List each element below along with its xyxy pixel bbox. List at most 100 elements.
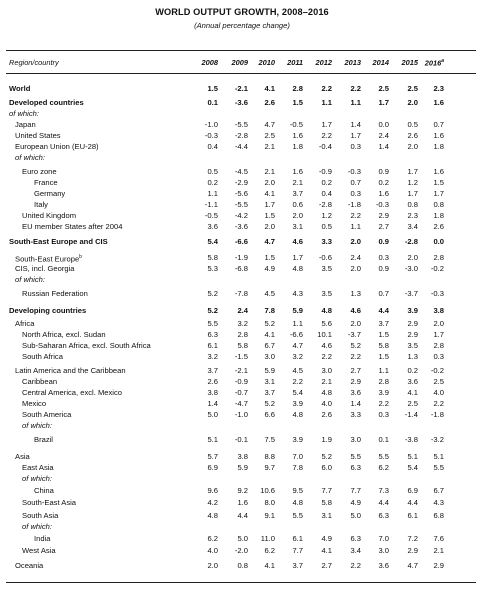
cell-2010: 9.1 <box>264 511 275 520</box>
cell-2008: 5.5 <box>207 319 218 328</box>
cell-2011: 5.4 <box>292 388 303 397</box>
cell-2012: 3.3 <box>321 237 332 246</box>
row-label: South-East Asia <box>22 498 77 507</box>
cell-2014: 1.5 <box>378 352 389 361</box>
cell-2012: 2.7 <box>321 561 332 570</box>
cell-2010: 10.6 <box>260 486 275 495</box>
cell-2010: 4.1 <box>264 330 275 339</box>
cell-2010: 9.7 <box>264 463 275 472</box>
cell-2011: 1.1 <box>292 319 303 328</box>
row-label: Germany <box>34 189 66 198</box>
cell-2014: 3.7 <box>378 319 389 328</box>
cell-2015: -2.8 <box>404 237 418 246</box>
table-row: CIS, incl. Georgia 5.3 -6.8 4.9 4.8 3.5 2.0 0.9… <box>0 263 484 274</box>
cell-2013: 2.2 <box>350 211 361 220</box>
cell-2015: 3.5 <box>407 341 418 350</box>
cell-2011: 1.8 <box>292 142 303 151</box>
cell-2016a: 1.8 <box>433 211 444 220</box>
cell-2008: 4.0 <box>207 546 218 555</box>
cell-2016a: 1.7 <box>433 189 444 198</box>
cell-2008: 4.8 <box>207 511 218 520</box>
cell-2013: -0.3 <box>347 167 361 176</box>
row-label: West Asia <box>22 546 56 555</box>
cell-2009: -1.9 <box>234 253 248 262</box>
row-label: Developed countries <box>9 98 84 107</box>
cell-2011: 0.6 <box>292 200 303 209</box>
cell-2009: 3.8 <box>237 452 248 461</box>
cell-2015: 5.1 <box>407 452 418 461</box>
cell-2012: 3.1 <box>321 511 332 520</box>
cell-2012: -0.4 <box>318 142 332 151</box>
header-year-2012: 2012 <box>315 58 332 67</box>
cell-2008: 0.5 <box>207 167 218 176</box>
cell-2009: 3.2 <box>237 319 248 328</box>
cell-2013: 1.4 <box>350 120 361 129</box>
cell-2010: 6.6 <box>264 410 275 419</box>
row-label: China <box>34 486 54 495</box>
cell-2008: 3.6 <box>207 222 218 231</box>
cell-2008: 6.3 <box>207 330 218 339</box>
cell-2016a: 2.6 <box>433 222 444 231</box>
cell-2016a: -1.8 <box>430 410 444 419</box>
cell-2014: 4.4 <box>378 306 389 315</box>
cell-2010: 7.8 <box>264 306 275 315</box>
table-row: India 6.2 5.0 11.0 6.1 4.9 6.3 7.0 7.2 7.6 <box>0 533 484 544</box>
cell-2015: 3.9 <box>407 306 418 315</box>
cell-2011: 2.2 <box>292 377 303 386</box>
table-row: Euro zone 0.5 -4.5 2.1 1.6 -0.9 -0.3 0.9 1.7 1.6 <box>0 166 484 177</box>
cell-2008: 6.2 <box>207 534 218 543</box>
cell-2010: 5.2 <box>264 399 275 408</box>
cell-2014: 3.9 <box>378 388 389 397</box>
header-year-2010: 2010 <box>258 58 275 67</box>
table-row: China 9.6 9.2 10.6 9.5 7.7 7.7 7.3 6.9 6.7 <box>0 485 484 496</box>
cell-2016a: 2.8 <box>433 253 444 262</box>
cell-2010: 6.2 <box>264 546 275 555</box>
cell-2012: 5.8 <box>321 498 332 507</box>
cell-2009: -2.0 <box>234 546 248 555</box>
cell-2016a: 1.6 <box>433 98 444 107</box>
row-label: South Africa <box>22 352 63 361</box>
cell-2008: -0.3 <box>204 131 218 140</box>
cell-2016a: 5.5 <box>433 463 444 472</box>
cell-2013: 6.3 <box>350 534 361 543</box>
cell-2015: 1.2 <box>407 178 418 187</box>
table-row: Central America, excl. Mexico 3.8 -0.7 3.7 5… <box>0 387 484 398</box>
row-label: Africa <box>15 319 35 328</box>
row-label: European Union (EU-28) <box>15 142 99 151</box>
cell-2008: -1.1 <box>204 200 218 209</box>
table-row: France 0.2 -2.9 2.0 2.1 0.2 0.7 0.2 1.2 1.5 <box>0 177 484 188</box>
cell-2011: 4.5 <box>292 366 303 375</box>
row-label: South America <box>22 410 72 419</box>
cell-2016a: 1.6 <box>433 131 444 140</box>
cell-2009: -0.1 <box>234 435 248 444</box>
cell-2012: 0.2 <box>321 178 332 187</box>
cell-2012: 3.5 <box>321 289 332 298</box>
table-row: Developing countries 5.2 2.4 7.8 5.9 4.8 4.6 4.… <box>0 305 484 316</box>
cell-2010: 1.7 <box>264 200 275 209</box>
cell-2013: 2.0 <box>350 264 361 273</box>
cell-2013: 2.9 <box>350 377 361 386</box>
cell-2011: 3.7 <box>292 561 303 570</box>
cell-2012: 4.6 <box>321 341 332 350</box>
cell-2011: 2.0 <box>292 211 303 220</box>
cell-2010: 3.1 <box>264 377 275 386</box>
cell-2014: 0.3 <box>378 253 389 262</box>
cell-2008: -1.0 <box>204 120 218 129</box>
cell-2010: 1.5 <box>264 211 275 220</box>
cell-2009: -5.6 <box>234 189 248 198</box>
cell-2009: 5.9 <box>237 463 248 472</box>
cell-2014: 6.2 <box>378 463 389 472</box>
cell-2008: 0.4 <box>207 142 218 151</box>
cell-2013: 5.0 <box>350 511 361 520</box>
cell-2012: 2.2 <box>321 84 332 93</box>
cell-2012: 1.1 <box>321 98 332 107</box>
cell-2014: 3.6 <box>378 561 389 570</box>
cell-2015: 2.6 <box>407 131 418 140</box>
table-row: of which: <box>0 521 484 532</box>
header-year-2009: 2009 <box>231 58 248 67</box>
cell-2015: -3.8 <box>404 435 418 444</box>
cell-2008: 1.1 <box>207 189 218 198</box>
cell-2012: 2.2 <box>321 352 332 361</box>
cell-2015: 7.2 <box>407 534 418 543</box>
cell-2009: -4.5 <box>234 167 248 176</box>
